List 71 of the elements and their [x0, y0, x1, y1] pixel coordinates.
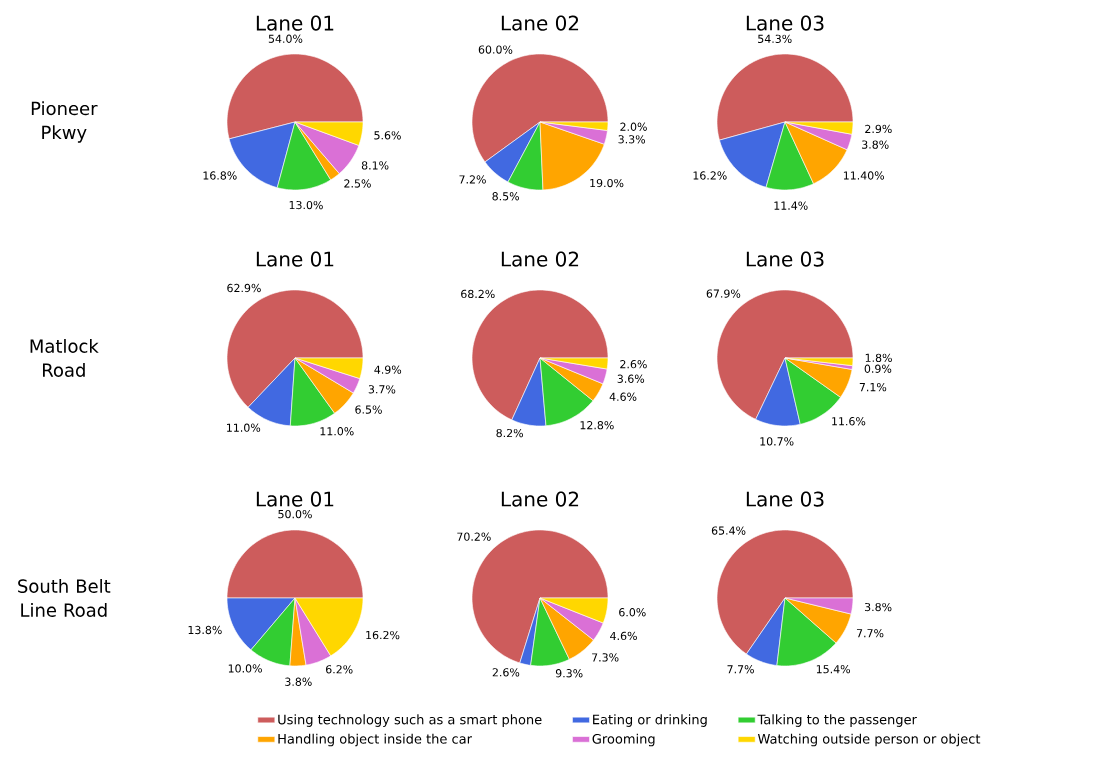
- data-label: 7.3%: [592, 653, 619, 662]
- legend-label: Handling object inside the car: [278, 733, 472, 747]
- data-label: 19.0%: [590, 178, 624, 188]
- data-label: 67.9%: [706, 289, 741, 298]
- chart-title: Lane 01: [256, 491, 334, 507]
- data-label: 10.0%: [228, 664, 262, 673]
- data-label: 2.0%: [620, 122, 647, 131]
- data-label: 3.8%: [862, 140, 889, 149]
- data-label: 3.8%: [864, 602, 892, 612]
- data-label: 60.0%: [478, 45, 513, 54]
- data-label: 3.7%: [368, 385, 396, 394]
- data-label: 13.8%: [188, 625, 222, 635]
- data-label: 50.0%: [278, 509, 312, 519]
- data-label: 7.1%: [859, 382, 887, 392]
- data-label: 5.6%: [374, 131, 401, 140]
- data-label: 8.2%: [496, 428, 523, 438]
- data-label: 6.0%: [619, 608, 646, 617]
- data-label: 11.40%: [843, 171, 885, 180]
- text: South Belt Line Road: [18, 579, 111, 617]
- chart-title: Lane 01: [256, 15, 334, 31]
- chart-title: Lane 03: [746, 491, 824, 507]
- data-label: 8.5%: [492, 192, 519, 201]
- data-label: 54.3%: [758, 34, 792, 43]
- data-label: 68.2%: [461, 289, 495, 299]
- chart-title: Lane 01: [256, 251, 334, 267]
- data-label: 16.2%: [693, 171, 727, 180]
- chart-title: Lane 02: [501, 491, 579, 507]
- data-label: 3.6%: [617, 374, 645, 383]
- data-label: 2.5%: [344, 179, 371, 188]
- data-label: 8.1%: [361, 161, 389, 170]
- legend-label: Talking to the passenger: [757, 714, 917, 727]
- data-label: 7.7%: [727, 665, 754, 674]
- data-label: 6.5%: [355, 405, 382, 414]
- data-label: 3.8%: [285, 677, 312, 686]
- data-label: 10.7%: [760, 437, 794, 446]
- data-label: 2.6%: [492, 668, 520, 677]
- data-label: 4.9%: [374, 365, 402, 374]
- data-label: 4.6%: [610, 631, 637, 641]
- data-label: 9.3%: [555, 669, 583, 678]
- data-label: 12.8%: [580, 421, 614, 430]
- data-label: 16.2%: [366, 630, 400, 640]
- data-label: 7.2%: [459, 175, 486, 184]
- chart-title: Lane 02: [501, 15, 579, 31]
- chart-title: Lane 03: [746, 15, 824, 31]
- data-label: 62.9%: [227, 283, 261, 293]
- legend-label: Using technology such as a smart phone: [278, 714, 542, 727]
- data-label: 2.6%: [620, 360, 647, 369]
- data-label: 11.0%: [320, 427, 354, 436]
- data-label: 4.6%: [609, 392, 637, 401]
- data-label: 15.4%: [816, 664, 850, 674]
- data-label: 11.0%: [227, 423, 261, 432]
- data-label: 16.8%: [203, 171, 237, 180]
- data-label: 65.4%: [711, 526, 746, 535]
- data-label: 13.0%: [289, 200, 323, 210]
- legend-label: Grooming: [592, 733, 655, 747]
- data-label: 2.9%: [865, 124, 892, 134]
- data-label: 0.9%: [864, 364, 892, 373]
- data-label: 70.2%: [457, 532, 491, 541]
- legend-label: Eating or drinking: [593, 714, 707, 727]
- data-label: 7.7%: [856, 629, 884, 638]
- data-label: 1.8%: [865, 353, 892, 362]
- text: Matlock Road: [30, 339, 99, 377]
- data-label: 6.2%: [326, 665, 353, 674]
- data-label: 11.6%: [832, 417, 866, 426]
- data-label: 11.4%: [774, 201, 808, 210]
- legend-label: Watching outside person or object: [757, 733, 981, 747]
- chart-title: Lane 03: [746, 251, 824, 267]
- text: Pioneer Pkwy: [31, 101, 98, 143]
- data-label: 54.0%: [268, 34, 303, 43]
- data-label: 3.3%: [618, 135, 646, 144]
- chart-title: Lane 02: [501, 251, 579, 267]
